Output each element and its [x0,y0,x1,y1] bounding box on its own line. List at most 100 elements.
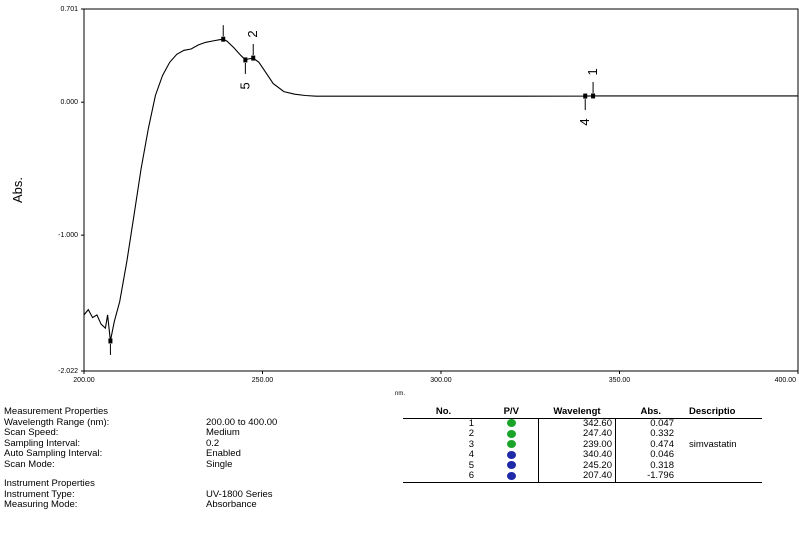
y-axis-label: Abs. [10,177,25,203]
cell-no: 5 [468,459,474,471]
cell-abs: -1.796 [615,471,686,483]
cell-description [686,418,762,429]
cell-wavelength: 245.20 [538,460,616,471]
peak-marker-2: 2 [245,30,260,61]
measurement-property-row: Scan Mode: Single [4,458,394,471]
cell-pv [484,450,539,461]
table-row: 1 342.60 0.047 [403,418,762,429]
x-axis-unit: nm. [395,391,405,397]
measurement-property-row: Wavelength Range (nm): 200.00 to 400.00 [4,416,394,429]
cell-description: simvastatin [689,438,737,450]
valley-icon [506,471,516,480]
cell-no: 6 [403,471,484,483]
cell-pv [484,429,539,440]
table-row: 4 340.40 0.046 [403,450,762,461]
col-no: No. [403,407,484,419]
spectrum-line [83,38,798,342]
cell-no: 3 [468,438,474,450]
marker-dot [591,93,596,99]
peak-marker-1: 1 [585,68,600,99]
col-pv: P/V [484,407,539,419]
y-tick-label: -2.022 [58,368,78,375]
table-row: 5 245.20 0.318 [403,459,762,472]
marker-dot [243,57,248,63]
table-row: 2 247.40 0.332 [403,429,762,440]
cell-pv [484,461,539,472]
cell-abs: 0.318 [650,459,674,471]
instrument-property-value: Absorbance [206,499,257,510]
cell-abs: 0.047 [650,417,674,429]
cell-pv [484,440,539,451]
table-row: 3 239.00 0.474 simvastatin [403,438,762,451]
measurement-property-row: Scan Speed: Medium [4,427,394,439]
cell-abs: 0.046 [650,449,674,461]
peak-marker-4: 4 [577,93,592,126]
instrument-property-row: Instrument Type: UV-1800 Series [4,488,394,501]
cell-no: 2 [468,428,474,440]
marker-label: 2 [245,30,260,37]
y-tick-label: 0.701 [60,6,78,13]
cell-wavelength: 239.00 [538,439,616,450]
cell-pv [484,471,539,483]
peak-marker-6 [108,338,113,355]
marker-dot [108,338,113,344]
marker-label: 5 [237,82,252,89]
x-tick-label: 200.00 [73,377,95,384]
y-tick-label: -1.000 [58,232,78,239]
x-tick-label: 300.00 [430,377,452,384]
marker-label: 1 [585,68,600,75]
peak-marker-5: 5 [237,57,252,90]
measurement-property-label: Wavelength Range (nm): [4,416,110,428]
measurement-property-label: Scan Mode: [4,458,55,470]
marker-dot [583,93,588,99]
cell-wavelength: 340.40 [538,450,616,461]
cell-no: 4 [468,449,474,461]
cell-description [686,461,762,472]
measurement-property-row: Sampling Interval: 0.2 [4,437,394,450]
peak-icon [506,440,516,449]
marker-dot [251,55,256,61]
marker-dot [221,36,226,42]
measurement-property-label: Auto Sampling Interval: [4,448,103,459]
y-tick-label: 0.000 [60,99,78,106]
measurement-properties-title: Measurement Properties [4,406,109,417]
col-description: Descriptio [686,407,762,419]
x-tick-label: 400.00 [775,377,797,384]
measurement-property-value: Enabled [206,448,241,459]
measurement-property-value: 0.2 [206,437,220,449]
instrument-property-label: Instrument Type: [4,488,75,500]
instrument-property-row: Measuring Mode: Absorbance [4,499,394,511]
cell-wavelength: 342.60 [538,418,616,429]
cell-description [686,429,762,440]
cell-pv [484,418,539,429]
measurement-property-label: Sampling Interval: [4,437,81,449]
cell-wavelength: 247.40 [538,429,616,440]
cell-description [686,471,762,483]
measurement-property-value: Medium [206,427,240,438]
instrument-property-label: Measuring Mode: [4,499,78,510]
measurement-property-value: 200.00 to 400.00 [206,416,278,428]
marker-label: 4 [577,118,592,125]
peak-icon [506,419,516,428]
instrument-properties-title: Instrument Properties [4,478,95,489]
cell-wavelength: 207.40 [538,471,616,483]
measurement-property-label: Scan Speed: [4,427,59,438]
peak-icon [506,429,516,438]
cell-no: 1 [468,417,474,429]
cell-abs: 0.474 [650,438,674,450]
properties-panel: Measurement Properties Wavelength Range … [4,406,394,511]
plot-frame [83,8,799,372]
valley-icon [506,461,516,470]
x-tick-label: 350.00 [609,377,631,384]
measurement-property-row: Auto Sampling Interval: Enabled [4,448,394,460]
col-abs: Abs. [615,407,686,419]
spectrum-chart: 0.701 0.000 -1.000 -2.022 200.00 250.00 300.0… [10,6,799,397]
cell-abs: 0.332 [650,428,674,440]
peak-marker-3 [221,25,226,42]
valley-icon [506,450,516,459]
measurement-property-value: Single [206,458,233,470]
x-tick-label: 250.00 [252,377,274,384]
cell-description [686,450,762,461]
table-row: 6 207.40 -1.796 [403,471,762,483]
peak-table: No. P/V Wavelengt Abs. Descriptio 1 342.6… [403,407,762,483]
